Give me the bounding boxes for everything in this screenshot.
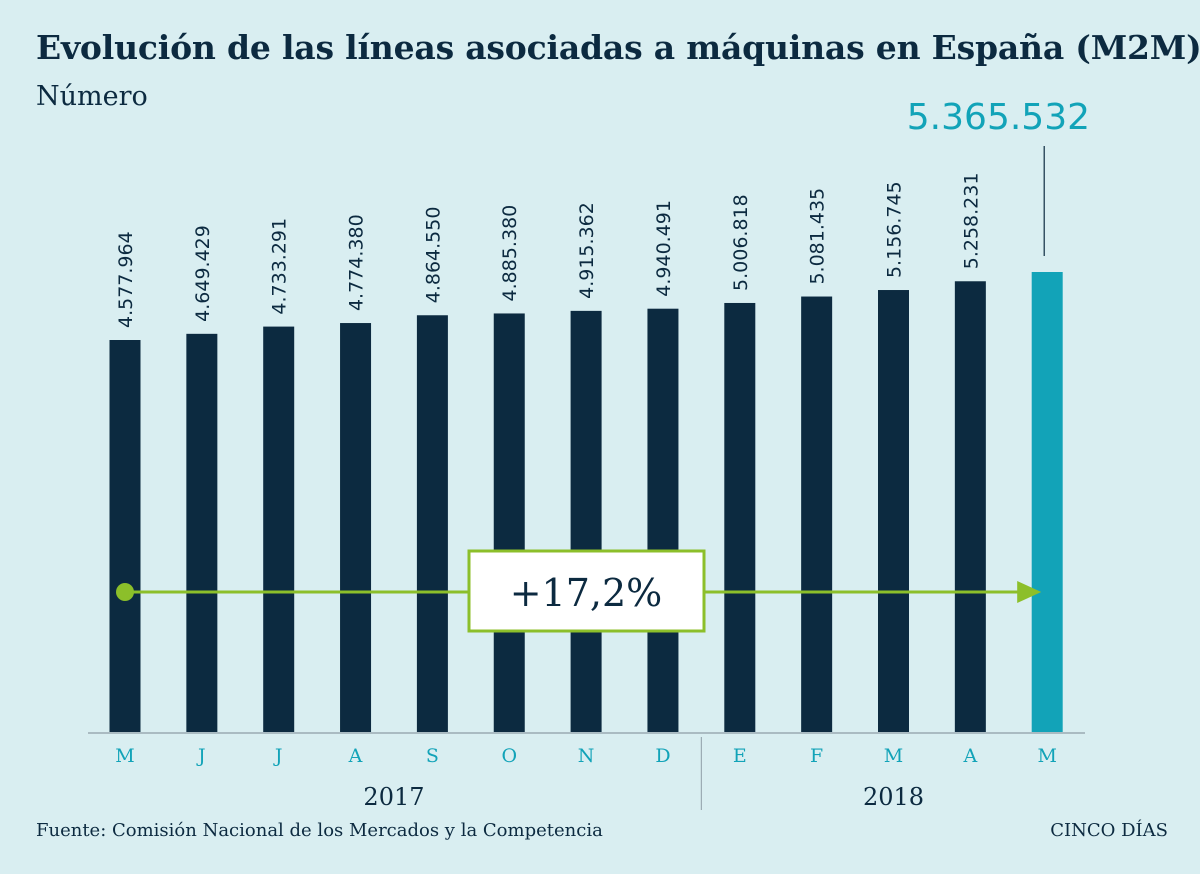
value-label: 4.733.291 xyxy=(269,218,291,315)
bar xyxy=(109,340,141,732)
x-tick-label: J xyxy=(196,745,206,767)
source-note: Fuente: Comisión Nacional de los Mercado… xyxy=(36,820,603,841)
x-tick-label: S xyxy=(426,745,439,767)
value-label: 5.156.745 xyxy=(884,181,906,278)
x-tick-label: M xyxy=(1037,745,1056,767)
value-label: 5.258.231 xyxy=(960,173,982,270)
x-tick-label: O xyxy=(501,745,517,767)
bar xyxy=(493,313,525,732)
bar xyxy=(878,290,909,732)
x-tick-label: A xyxy=(962,745,977,767)
growth-arrow-start-dot xyxy=(116,583,134,601)
bar xyxy=(263,326,295,732)
x-tick-label: A xyxy=(348,745,363,767)
value-label: 4.864.550 xyxy=(422,207,444,304)
bar xyxy=(647,308,679,732)
value-label: 5.081.435 xyxy=(807,188,829,285)
value-label: 4.577.964 xyxy=(115,231,137,328)
bar xyxy=(801,296,833,732)
bar xyxy=(416,315,448,732)
growth-annotation-text: +17,2% xyxy=(510,571,663,615)
year-label: 2018 xyxy=(863,783,924,811)
x-tick-label: F xyxy=(810,745,823,767)
value-label: 4.774.380 xyxy=(346,214,368,311)
value-label: 4.940.491 xyxy=(653,200,675,297)
x-tick-label: M xyxy=(115,745,134,767)
value-label: 4.915.362 xyxy=(576,202,598,299)
x-tick-label: D xyxy=(655,745,670,767)
growth-annotation-box xyxy=(467,549,706,633)
bar xyxy=(340,323,372,732)
brand-logo-text: CINCO DÍAS xyxy=(1050,820,1168,841)
x-tick-label: E xyxy=(733,745,747,767)
value-label-highlight: 5.365.532 xyxy=(907,97,1090,138)
value-label: 4.885.380 xyxy=(499,205,521,302)
bar xyxy=(186,333,218,732)
chart-title: Evolución de las líneas asociadas a máqu… xyxy=(36,28,1200,67)
x-tick-label: J xyxy=(273,745,283,767)
bar xyxy=(724,302,756,732)
bar xyxy=(570,310,602,732)
value-label: 4.649.429 xyxy=(192,225,214,322)
growth-arrow-head xyxy=(1017,581,1042,603)
x-tick-label: N xyxy=(578,745,595,767)
x-tick-label: M xyxy=(884,745,903,767)
bar xyxy=(954,281,986,732)
chart-subtitle: Número xyxy=(36,81,148,112)
year-label: 2017 xyxy=(363,783,424,811)
bar-highlight xyxy=(1031,272,1063,732)
value-label: 5.006.818 xyxy=(730,194,752,291)
